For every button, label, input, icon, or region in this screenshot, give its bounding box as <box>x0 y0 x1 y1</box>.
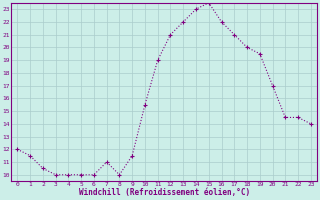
X-axis label: Windchill (Refroidissement éolien,°C): Windchill (Refroidissement éolien,°C) <box>78 188 250 197</box>
